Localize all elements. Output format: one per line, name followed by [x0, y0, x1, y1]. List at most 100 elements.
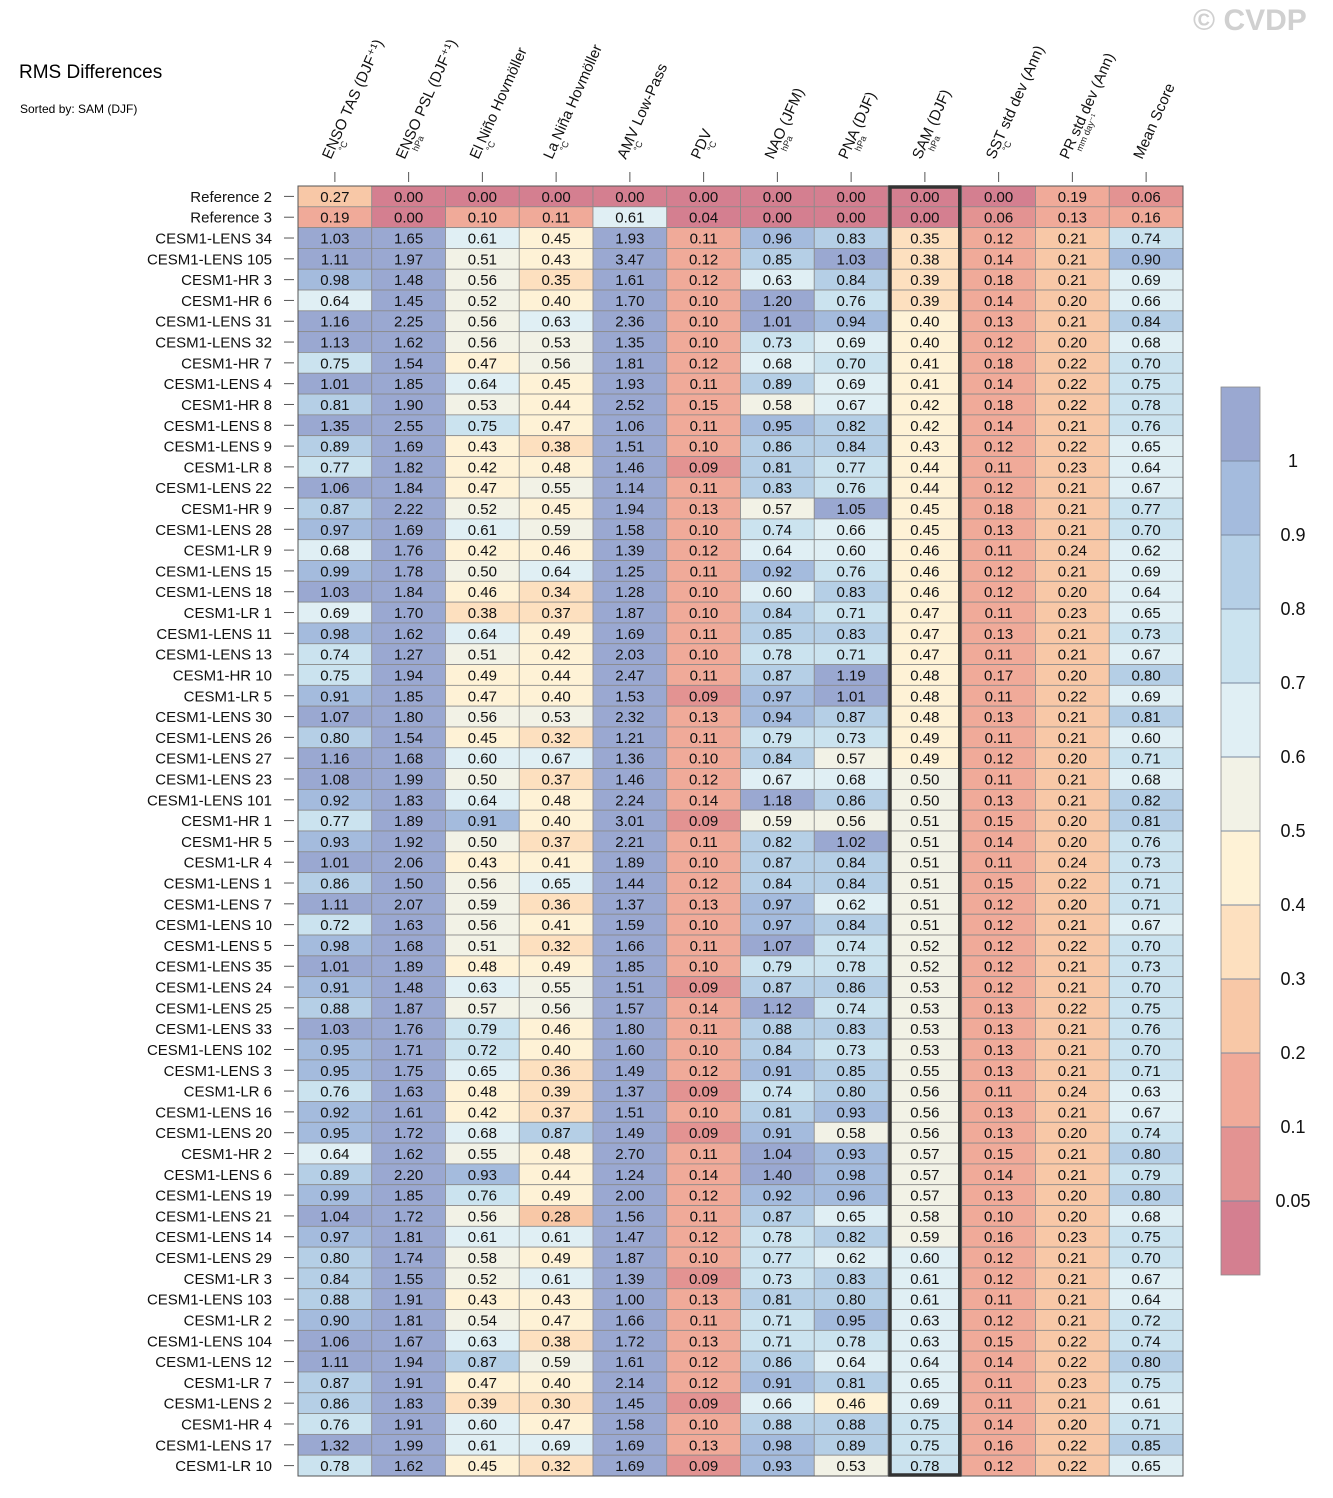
cell-value-label: 0.21	[1058, 480, 1087, 497]
cell-value-label: 0.21	[1058, 647, 1087, 664]
cell-value-label: 0.65	[910, 1375, 939, 1392]
cell-value-label: 0.12	[689, 1354, 718, 1371]
cell-value-label: 1.54	[394, 355, 423, 372]
cell-value-label: 0.00	[837, 210, 866, 227]
cell-value-label: 0.55	[910, 1063, 939, 1080]
cell-value-label: 0.37	[542, 605, 571, 622]
cell-value-label: 0.61	[468, 1437, 497, 1454]
cell-value-label: 0.74	[837, 1000, 866, 1017]
cell-value-label: 1.56	[615, 1208, 644, 1225]
cell-value-label: 0.92	[320, 792, 349, 809]
cell-value-label: 0.14	[689, 792, 718, 809]
colorbar-tick-label: 0.5	[1280, 821, 1305, 841]
cell-value-label: 0.20	[1058, 667, 1087, 684]
cell-value-label: 1.89	[615, 855, 644, 872]
cell-value-label: 0.20	[1058, 335, 1087, 352]
cell-value-label: 0.87	[763, 855, 792, 872]
cell-value-label: 0.11	[985, 543, 1013, 560]
cell-value-label: 1.75	[394, 1063, 423, 1080]
row-label: CESM1-HR 7	[181, 355, 272, 372]
cell-value-label: 0.78	[763, 1229, 792, 1246]
row-label: CESM1-LR 2	[184, 1312, 272, 1329]
sorted-column-highlight	[888, 185, 962, 1477]
cell-value-label: 0.69	[910, 1396, 939, 1413]
cell-value-label: 0.84	[763, 605, 792, 622]
cell-value-label: 0.61	[1132, 1396, 1161, 1413]
cell-value-label: 0.47	[910, 647, 939, 664]
cell-value-label: 0.21	[1058, 314, 1087, 331]
cell-value-label: 0.87	[763, 667, 792, 684]
cell-value-label: 1.20	[763, 293, 792, 310]
cell-value-label: 0.11	[985, 730, 1013, 747]
cell-value-label: 0.52	[910, 938, 939, 955]
cell-value-label: 0.32	[542, 730, 571, 747]
cell-value-label: 0.88	[837, 1416, 866, 1433]
row-label: CESM1-HR 1	[181, 813, 272, 830]
cell-value-label: 0.28	[542, 1208, 571, 1225]
cell-value-label: 0.81	[320, 397, 349, 414]
cell-value-label: 1.76	[394, 543, 423, 560]
cell-value-label: 0.97	[763, 688, 792, 705]
cell-value-label: 0.12	[689, 771, 718, 788]
row-label: CESM1-LENS 15	[155, 563, 272, 580]
row-label: CESM1-LENS 30	[155, 709, 272, 726]
row-label: Reference 2	[190, 189, 272, 206]
colorbar-swatch	[1221, 1053, 1260, 1127]
cell-value-label: 0.98	[837, 1167, 866, 1184]
cell-value-label: 0.11	[690, 667, 718, 684]
cell-value-label: 0.21	[1058, 1292, 1087, 1309]
cell-value-label: 0.11	[985, 605, 1013, 622]
cell-value-label: 0.13	[984, 1125, 1013, 1142]
cell-value-label: 0.47	[910, 626, 939, 643]
cell-value-label: 0.21	[1058, 792, 1087, 809]
cell-value-label: 0.56	[910, 1084, 939, 1101]
row-label: CESM1-LENS 13	[155, 647, 272, 664]
colorbar-swatch	[1221, 1127, 1260, 1201]
cell-value-label: 1.16	[320, 751, 349, 768]
cell-value-label: 0.12	[689, 1063, 718, 1080]
cell-value-label: 1.51	[615, 980, 644, 997]
colorbar-tick-label: 0.8	[1280, 599, 1305, 619]
colorbar-swatch	[1221, 979, 1260, 1053]
cell-value-label: 0.23	[1058, 1375, 1087, 1392]
cell-value-label: 0.19	[1058, 189, 1087, 206]
colorbar-swatch	[1221, 905, 1260, 979]
row-label: CESM1-LR 8	[184, 459, 272, 476]
column-unit-label: °C	[705, 139, 718, 153]
cell-value-label: 2.14	[615, 1375, 644, 1392]
cell-value-label: 1.76	[394, 1021, 423, 1038]
cell-value-label: 0.12	[984, 439, 1013, 456]
colorbar-tick-label: 0.6	[1280, 747, 1305, 767]
cell-value-label: 0.46	[837, 1396, 866, 1413]
cell-value-label: 0.89	[320, 439, 349, 456]
column-label: ENSO PSL (DJF⁺¹)	[393, 37, 461, 162]
cell-value-label: 1.11	[321, 251, 349, 268]
cell-value-label: 0.78	[910, 1458, 939, 1475]
cell-value-label: 0.47	[542, 418, 571, 435]
cell-value-label: 2.06	[394, 855, 423, 872]
cell-value-label: 1.69	[615, 626, 644, 643]
cell-value-label: 0.12	[984, 1312, 1013, 1329]
cell-value-label: 2.20	[394, 1167, 423, 1184]
cell-value-label: 0.95	[763, 418, 792, 435]
cell-value-label: 1.06	[320, 480, 349, 497]
cell-value-label: 0.83	[837, 626, 866, 643]
cell-value-label: 0.71	[763, 1312, 792, 1329]
column-label: ENSO TAS (DJF⁺¹)	[319, 37, 387, 162]
cell-value-label: 0.63	[910, 1333, 939, 1350]
cell-value-label: 1.39	[615, 1271, 644, 1288]
cell-value-label: 1.44	[615, 876, 644, 893]
cell-value-label: 0.13	[984, 709, 1013, 726]
cell-value-label: 0.41	[910, 355, 939, 372]
cell-value-label: 0.70	[1132, 522, 1161, 539]
cell-value-label: 0.97	[763, 896, 792, 913]
cell-value-label: 0.64	[320, 293, 349, 310]
cell-value-label: 0.11	[690, 418, 718, 435]
colorbar-tick-label: 0.1	[1280, 1117, 1305, 1137]
cell-value-label: 0.13	[689, 1292, 718, 1309]
cell-value-label: 0.40	[542, 813, 571, 830]
cell-value-label: 0.11	[690, 231, 718, 248]
cell-value-label: 0.71	[1132, 1416, 1161, 1433]
cell-value-label: 1.69	[615, 1437, 644, 1454]
